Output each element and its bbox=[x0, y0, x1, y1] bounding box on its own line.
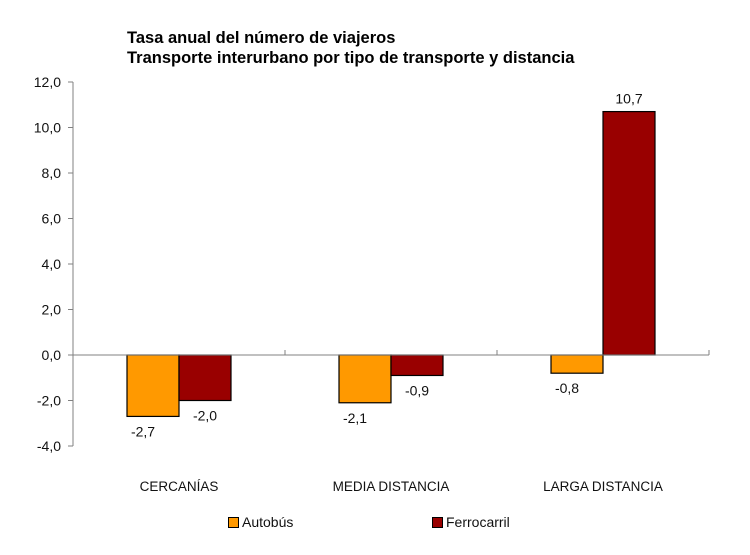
y-tick-label: 12,0 bbox=[34, 74, 61, 90]
bar-autobs-2 bbox=[550, 354, 604, 374]
y-tick-label: 0,0 bbox=[42, 347, 62, 363]
data-label: -2,7 bbox=[131, 423, 155, 439]
legend-item-ferrocarril: Ferrocarril bbox=[432, 514, 510, 530]
bar-ferrocarril-2 bbox=[602, 110, 656, 356]
data-label: -2,1 bbox=[343, 410, 367, 426]
y-tick-label: -4,0 bbox=[37, 438, 61, 454]
bar-autobs-0 bbox=[126, 354, 180, 418]
y-tick-label: -2,0 bbox=[37, 393, 61, 409]
legend-item-autobus: Autobús bbox=[228, 514, 293, 530]
x-category-label: LARGA DISTANCIA bbox=[543, 479, 663, 494]
data-label: 10,7 bbox=[615, 91, 642, 107]
chart-title: Tasa anual del número de viajeros bbox=[127, 29, 396, 47]
legend-swatch-ferrocarril bbox=[432, 516, 443, 528]
data-label: -2,0 bbox=[193, 408, 217, 424]
bar-autobs-1 bbox=[338, 354, 392, 404]
y-tick-label: 8,0 bbox=[42, 165, 62, 181]
data-label: -0,9 bbox=[405, 382, 429, 398]
y-tick-label: 2,0 bbox=[42, 302, 62, 318]
y-tick-label: 6,0 bbox=[42, 211, 62, 227]
legend-label-autobus: Autobús bbox=[242, 514, 294, 530]
x-category-label: MEDIA DISTANCIA bbox=[333, 479, 450, 494]
chart-subtitle: Transporte interurbano por tipo de trans… bbox=[127, 49, 575, 67]
y-tick-label: 10,0 bbox=[34, 120, 61, 136]
legend-swatch-autobus bbox=[228, 516, 239, 528]
y-tick-label: 4,0 bbox=[42, 256, 62, 272]
data-label: -0,8 bbox=[555, 380, 579, 396]
chart-title-block: Tasa anual del número de viajeros Transp… bbox=[127, 28, 574, 68]
x-category-label: CERCANÍAS bbox=[140, 479, 219, 494]
bar-ferrocarril-1 bbox=[390, 354, 444, 377]
legend-label-ferrocarril: Ferrocarril bbox=[446, 514, 510, 530]
bar-ferrocarril-0 bbox=[178, 354, 232, 402]
